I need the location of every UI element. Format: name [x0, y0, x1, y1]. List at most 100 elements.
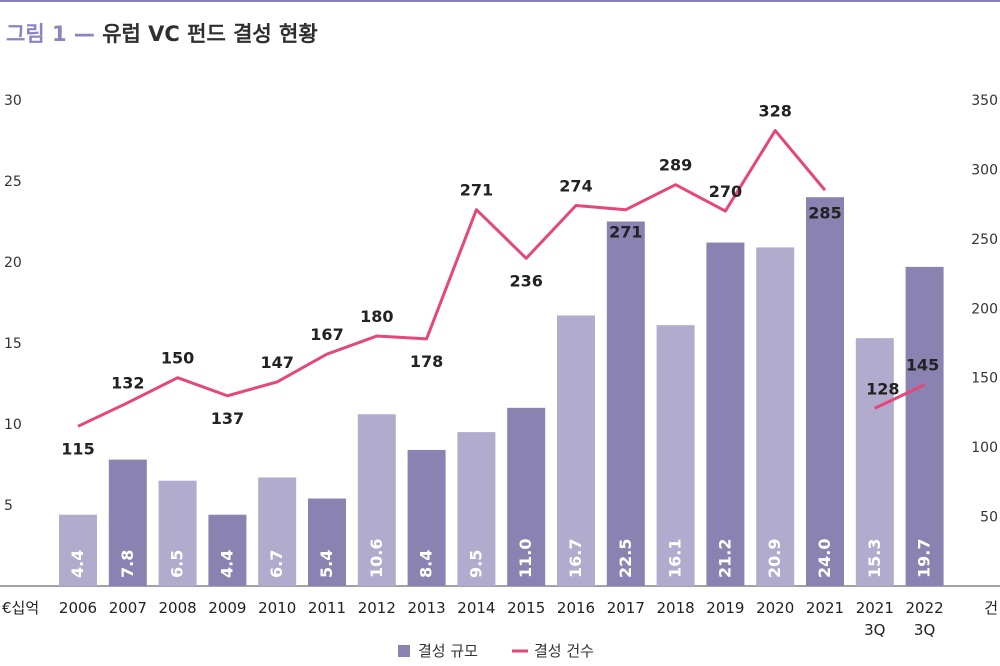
- x-tick-label: 2013: [408, 599, 446, 617]
- x-tick-label: 2020: [756, 599, 794, 617]
- bar-value-label: 4.4: [68, 550, 87, 578]
- x-tick-label: 2014: [457, 599, 495, 617]
- right-tick-label: 200: [971, 301, 998, 317]
- x-tick-label: 2010: [258, 599, 296, 617]
- bar: [457, 432, 496, 586]
- top-rule: [0, 0, 1000, 2]
- bar-value-label: 4.4: [217, 550, 236, 578]
- left-tick-label: 15: [4, 336, 22, 352]
- x-tick-label: 2006: [59, 599, 97, 617]
- legend-bar-swatch: [398, 645, 410, 657]
- bar: [407, 449, 446, 586]
- left-unit-label: €십억: [2, 599, 39, 617]
- bar: [258, 477, 297, 586]
- count-value-label: 132: [111, 374, 144, 393]
- x-tick-label: 2017: [607, 599, 645, 617]
- figure-number: 그림 1: [6, 22, 67, 46]
- count-line: [874, 383, 926, 410]
- count-value-label: 274: [559, 177, 592, 196]
- right-tick-label: 300: [971, 162, 998, 178]
- legend-line-label: 결성 건수: [534, 642, 594, 660]
- x-tick-label: 3Q: [864, 621, 885, 639]
- x-tick-label: 2012: [358, 599, 396, 617]
- left-tick-label: 25: [4, 174, 22, 190]
- count-line: [77, 129, 827, 428]
- bar: [507, 407, 546, 586]
- bar: [557, 315, 595, 586]
- bar: [208, 514, 247, 586]
- bar: [905, 266, 944, 586]
- bar-value-label: 11.0: [516, 539, 535, 578]
- bar: [606, 221, 645, 586]
- bar: [656, 325, 695, 586]
- bar-value-label: 22.5: [616, 539, 635, 578]
- count-value-label: 270: [709, 182, 742, 201]
- right-tick-label: 350: [971, 93, 998, 109]
- title-dash: —: [73, 22, 95, 46]
- count-value-label: 271: [609, 223, 642, 242]
- bar: [756, 247, 795, 587]
- bar-value-label: 19.7: [915, 539, 934, 578]
- right-unit-label: 건: [984, 599, 998, 617]
- right-tick-label: 50: [980, 510, 998, 526]
- bar: [108, 459, 147, 586]
- bar-value-label: 8.4: [417, 550, 436, 578]
- left-tick-label: 20: [4, 255, 22, 271]
- bar: [806, 197, 844, 586]
- count-value-label: 328: [758, 102, 791, 121]
- x-tick-label: 2015: [507, 599, 545, 617]
- count-value-label: 145: [906, 356, 939, 375]
- count-value-label: 137: [211, 409, 244, 428]
- x-tick-label: 2007: [109, 599, 147, 617]
- count-value-label: 236: [509, 271, 542, 290]
- legend-bar-label: 결성 규모: [418, 642, 478, 660]
- count-value-label: 271: [460, 181, 493, 200]
- x-tick-label: 3Q: [914, 621, 935, 639]
- x-tick-label: 2021: [806, 599, 844, 617]
- bar: [855, 338, 894, 586]
- bar: [59, 514, 97, 586]
- right-tick-label: 150: [971, 371, 998, 387]
- right-tick-label: 100: [971, 440, 998, 456]
- count-value-label: 285: [808, 203, 841, 222]
- bar-value-label: 15.3: [865, 539, 884, 578]
- count-value-label: 180: [360, 307, 393, 326]
- count-value-label: 115: [61, 439, 94, 458]
- bar: [308, 498, 346, 586]
- x-tick-label: 2016: [557, 599, 595, 617]
- bar-value-label: 7.8: [118, 550, 137, 578]
- figure-title: 그림 1 — 유럽 VC 펀드 결성 현황: [6, 18, 318, 48]
- x-tick-label: 2018: [657, 599, 695, 617]
- left-tick-label: 5: [4, 498, 13, 514]
- title-text: 유럽 VC 펀드 결성 현황: [102, 22, 318, 46]
- x-tick-label: 2019: [706, 599, 744, 617]
- x-tick-label: 2008: [159, 599, 197, 617]
- bar-value-label: 9.5: [466, 550, 485, 578]
- count-value-label: 178: [410, 352, 443, 371]
- count-value-label: 147: [260, 353, 293, 372]
- x-tick-label: 2021: [856, 599, 894, 617]
- x-tick-label: 2009: [208, 599, 246, 617]
- bar-value-label: 10.6: [367, 539, 386, 578]
- left-tick-label: 30: [4, 93, 22, 109]
- bar-value-label: 24.0: [815, 539, 834, 578]
- bar-value-label: 6.7: [267, 550, 286, 578]
- bar-value-label: 16.7: [566, 539, 585, 578]
- left-tick-label: 10: [4, 417, 22, 433]
- count-value-label: 128: [866, 379, 899, 398]
- count-value-label: 289: [659, 156, 692, 175]
- count-value-label: 150: [161, 349, 194, 368]
- bar: [158, 480, 197, 586]
- x-tick-label: 2022: [906, 599, 944, 617]
- bar-value-label: 21.2: [715, 539, 734, 578]
- bar-value-label: 20.9: [765, 539, 784, 578]
- bar-value-label: 16.1: [666, 539, 685, 578]
- bar-value-label: 6.5: [168, 550, 187, 578]
- bar: [706, 242, 745, 586]
- bar: [357, 414, 396, 586]
- x-tick-label: 2011: [308, 599, 346, 617]
- bar-value-label: 5.4: [317, 550, 336, 578]
- right-tick-label: 250: [971, 232, 998, 248]
- count-value-label: 167: [310, 325, 343, 344]
